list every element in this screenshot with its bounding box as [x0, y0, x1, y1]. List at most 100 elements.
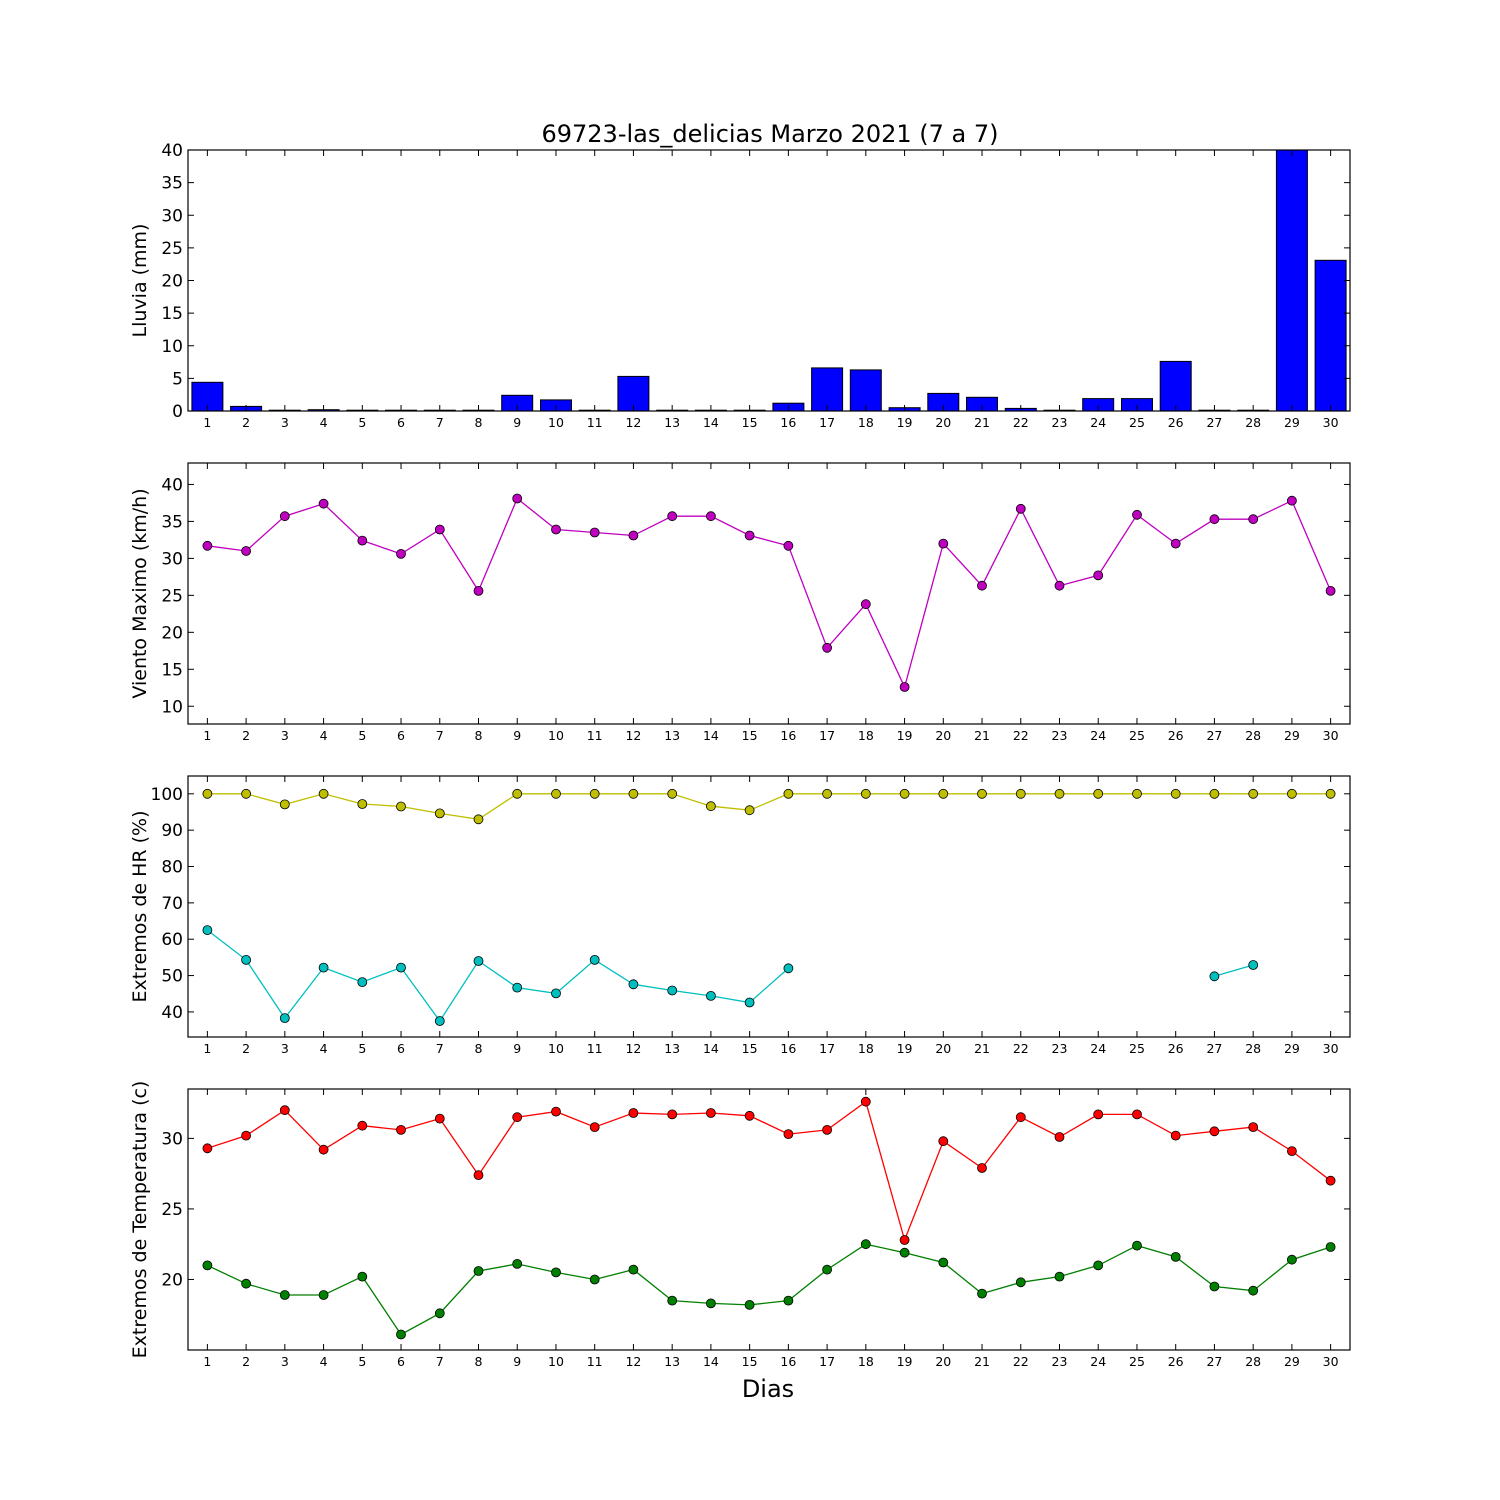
point-day-27: [1209, 1126, 1220, 1137]
y-tick-label: 30: [161, 1129, 183, 1149]
point-day-14: [706, 1108, 716, 1118]
point-day-3: [279, 1105, 290, 1116]
x-tick-label: 7: [436, 1354, 444, 1369]
x-tick-label: 6: [397, 728, 405, 743]
x-tick-label: 22: [1013, 415, 1029, 430]
y-tick-label: 25: [161, 239, 183, 259]
x-tick-label: 15: [742, 1041, 758, 1056]
x-tick-label: 26: [1168, 728, 1184, 743]
point-day-12: [628, 1108, 639, 1118]
y-axis-label: Extremos de Temperatura (c): [129, 1081, 151, 1359]
x-tick-label: 7: [436, 1041, 444, 1056]
x-tick-label: 18: [858, 1354, 874, 1369]
point-day-15: [744, 997, 755, 1008]
point-day-16: [783, 1129, 794, 1139]
point-day-11: [589, 1274, 600, 1285]
x-tick-label: 23: [1052, 415, 1068, 430]
point-day-21: [977, 1163, 987, 1173]
point-day-2: [241, 546, 252, 556]
point-day-29: [1287, 1254, 1297, 1265]
x-tick-label: 4: [320, 1354, 328, 1369]
x-tick-label: 2: [242, 1041, 250, 1056]
point-day-4: [318, 788, 329, 799]
point-day-18: [860, 788, 871, 799]
x-tick-label: 19: [897, 415, 913, 430]
axes-frame: [187, 462, 1351, 725]
x-tick-label: 15: [742, 728, 758, 743]
point-day-29: [1287, 788, 1297, 799]
x-tick-label: 21: [974, 415, 990, 430]
point-day-13: [667, 985, 678, 996]
x-tick-label: 20: [935, 1041, 951, 1056]
point-day-4: [318, 962, 329, 973]
x-tick-label: 23: [1052, 1354, 1068, 1369]
point-day-6: [396, 962, 406, 973]
point-day-27: [1209, 1281, 1220, 1292]
x-tick-label: 9: [513, 1041, 521, 1056]
point-day-24: [1093, 570, 1104, 581]
point-day-3: [279, 1290, 290, 1300]
x-tick-label: 30: [1323, 415, 1339, 430]
point-day-11: [589, 527, 600, 538]
x-tick-label: 23: [1052, 1041, 1068, 1056]
point-day-4: [318, 498, 329, 509]
x-tick-label: 4: [320, 1041, 328, 1056]
point-day-16: [783, 963, 794, 974]
point-day-14: [706, 1298, 716, 1309]
bar-day-30: [1314, 259, 1347, 412]
point-day-14: [706, 511, 716, 522]
point-day-7: [434, 808, 445, 819]
x-tick-label: 1: [203, 1041, 211, 1056]
y-tick-label: 25: [161, 1200, 183, 1220]
x-tick-label: 24: [1090, 415, 1106, 430]
bar-day-18: [849, 369, 882, 412]
x-tick-label: 16: [780, 728, 796, 743]
point-day-6: [396, 1329, 406, 1340]
point-day-17: [822, 788, 832, 799]
point-day-9: [512, 982, 523, 993]
point-day-28: [1248, 1285, 1259, 1296]
point-day-13: [667, 511, 678, 522]
x-tick-label: 4: [320, 415, 328, 430]
point-day-25: [1132, 509, 1142, 520]
x-tick-label: 10: [548, 1041, 564, 1056]
point-day-30: [1325, 1242, 1336, 1252]
point-day-23: [1054, 580, 1065, 591]
x-tick-label: 19: [897, 1041, 913, 1056]
y-tick-label: 20: [161, 623, 183, 643]
x-tick-label: 6: [397, 1041, 405, 1056]
x-tick-label: 16: [780, 415, 796, 430]
bar-day-26: [1159, 360, 1192, 412]
point-day-10: [551, 788, 561, 799]
x-tick-label: 7: [436, 728, 444, 743]
bar-day-17: [811, 367, 844, 412]
x-tick-label: 16: [780, 1041, 796, 1056]
x-tick-label: 29: [1284, 728, 1300, 743]
x-tick-label: 1: [203, 415, 211, 430]
x-tick-label: 13: [664, 1041, 680, 1056]
y-tick-label: 25: [161, 586, 183, 606]
x-tick-label: 8: [475, 728, 483, 743]
point-day-6: [396, 549, 406, 559]
point-day-3: [279, 511, 290, 522]
x-tick-label: 12: [625, 728, 641, 743]
point-day-10: [551, 1267, 561, 1278]
point-day-29: [1287, 495, 1297, 506]
x-tick-label: 27: [1206, 415, 1222, 430]
point-day-26: [1170, 1252, 1181, 1262]
point-day-25: [1132, 1240, 1142, 1251]
x-tick-label: 18: [858, 415, 874, 430]
point-day-1: [202, 540, 213, 551]
x-tick-label: 4: [320, 728, 328, 743]
x-tick-label: 24: [1090, 1041, 1106, 1056]
point-day-19: [899, 1247, 910, 1258]
point-day-17: [822, 1264, 832, 1275]
y-tick-label: 100: [151, 785, 183, 805]
point-day-2: [241, 955, 252, 965]
x-tick-label: 10: [548, 728, 564, 743]
series-2: [202, 925, 1259, 1026]
point-day-7: [434, 1113, 445, 1124]
